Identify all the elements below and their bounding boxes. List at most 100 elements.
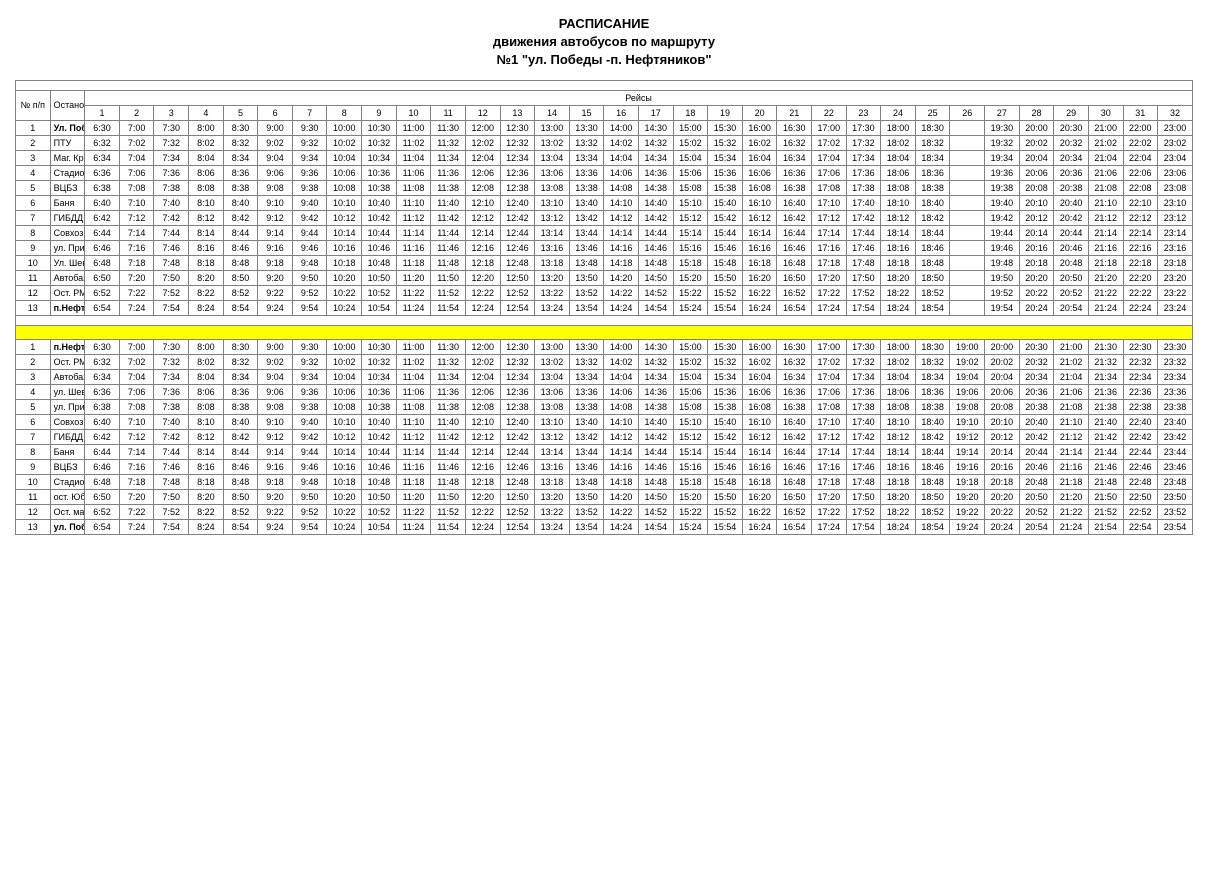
time-cell: 17:00	[812, 120, 847, 135]
time-cell: 6:52	[85, 504, 120, 519]
time-cell: 13:52	[569, 285, 604, 300]
time-cell: 8:20	[189, 489, 224, 504]
row-number: 8	[16, 225, 51, 240]
stop-name: Ост. РМЗ	[50, 285, 85, 300]
table-row: 13ул. Победы6:547:247:548:248:549:249:54…	[16, 519, 1193, 534]
time-cell: 14:32	[638, 354, 673, 369]
time-cell: 19:08	[950, 399, 985, 414]
time-cell: 14:42	[638, 429, 673, 444]
time-cell: 16:54	[777, 519, 812, 534]
time-cell: 18:32	[915, 135, 950, 150]
time-cell: 18:18	[881, 474, 916, 489]
trip-col-30: 30	[1088, 105, 1123, 120]
time-cell: 10:46	[362, 459, 397, 474]
time-cell: 21:48	[1088, 474, 1123, 489]
time-cell: 17:50	[846, 270, 881, 285]
time-cell: 20:18	[1019, 255, 1054, 270]
time-cell: 20:44	[1054, 225, 1089, 240]
time-cell: 9:40	[292, 414, 327, 429]
time-cell: 7:10	[119, 414, 154, 429]
trip-col-23: 23	[846, 105, 881, 120]
time-cell: 10:14	[327, 444, 362, 459]
time-cell: 12:38	[500, 399, 535, 414]
time-cell: 16:48	[777, 474, 812, 489]
trip-col-19: 19	[708, 105, 743, 120]
time-cell: 10:04	[327, 369, 362, 384]
time-cell: 7:14	[119, 444, 154, 459]
table-row: 1Ул. Победы6:307:007:308:008:309:009:301…	[16, 120, 1193, 135]
time-cell: 19:44	[985, 225, 1020, 240]
time-cell: 6:42	[85, 429, 120, 444]
time-cell: 22:24	[1123, 300, 1158, 315]
time-cell: 13:30	[569, 339, 604, 354]
time-cell: 14:30	[638, 120, 673, 135]
time-cell: 7:06	[119, 384, 154, 399]
time-cell: 16:52	[777, 504, 812, 519]
time-cell: 17:12	[812, 429, 847, 444]
time-cell: 15:24	[673, 519, 708, 534]
time-cell: 13:38	[569, 399, 604, 414]
time-cell	[950, 210, 985, 225]
time-cell: 20:06	[1019, 165, 1054, 180]
time-cell: 16:02	[742, 354, 777, 369]
time-cell: 13:14	[535, 444, 570, 459]
time-cell: 16:46	[777, 459, 812, 474]
time-cell: 8:02	[189, 354, 224, 369]
time-cell: 16:36	[777, 165, 812, 180]
time-cell: 22:06	[1123, 165, 1158, 180]
row-number: 1	[16, 339, 51, 354]
time-cell: 9:06	[258, 384, 293, 399]
time-cell: 11:08	[396, 399, 431, 414]
trip-col-4: 4	[189, 105, 224, 120]
time-cell: 12:04	[465, 369, 500, 384]
row-number: 11	[16, 489, 51, 504]
time-cell: 10:40	[362, 195, 397, 210]
time-cell: 14:04	[604, 369, 639, 384]
time-cell: 14:00	[604, 120, 639, 135]
time-cell: 14:20	[604, 270, 639, 285]
time-cell: 11:54	[431, 300, 466, 315]
time-cell: 16:38	[777, 180, 812, 195]
time-cell: 18:20	[881, 489, 916, 504]
time-cell: 16:14	[742, 444, 777, 459]
time-cell: 17:44	[846, 225, 881, 240]
time-cell: 9:38	[292, 399, 327, 414]
time-cell: 13:04	[535, 369, 570, 384]
time-cell: 12:36	[500, 165, 535, 180]
time-cell: 15:18	[673, 474, 708, 489]
trip-col-32: 32	[1158, 105, 1193, 120]
time-cell: 22:42	[1123, 429, 1158, 444]
time-cell: 15:06	[673, 165, 708, 180]
time-cell: 20:38	[1019, 399, 1054, 414]
time-cell: 21:20	[1054, 489, 1089, 504]
time-cell: 23:52	[1158, 504, 1193, 519]
time-cell: 14:24	[604, 519, 639, 534]
time-cell	[950, 285, 985, 300]
time-cell: 14:14	[604, 444, 639, 459]
time-cell: 17:52	[846, 285, 881, 300]
time-cell: 23:02	[1158, 135, 1193, 150]
time-cell: 14:16	[604, 240, 639, 255]
time-cell: 10:30	[362, 120, 397, 135]
time-cell: 17:36	[846, 384, 881, 399]
time-cell: 13:30	[569, 120, 604, 135]
time-cell: 17:08	[812, 399, 847, 414]
time-cell: 20:52	[1054, 285, 1089, 300]
time-cell: 14:10	[604, 414, 639, 429]
time-cell: 13:22	[535, 504, 570, 519]
time-cell: 9:18	[258, 474, 293, 489]
time-cell: 12:52	[500, 504, 535, 519]
time-cell: 9:44	[292, 444, 327, 459]
table-row: 8Баня6:447:147:448:148:449:149:4410:1410…	[16, 444, 1193, 459]
time-cell: 9:42	[292, 429, 327, 444]
time-cell: 12:04	[465, 150, 500, 165]
time-cell: 7:10	[119, 195, 154, 210]
time-cell: 9:10	[258, 195, 293, 210]
time-cell: 23:12	[1158, 210, 1193, 225]
time-cell: 17:30	[846, 339, 881, 354]
time-cell	[950, 225, 985, 240]
stop-name: Баня	[50, 195, 85, 210]
table-row: 9ВЦБЗ6:467:167:468:168:469:169:4610:1610…	[16, 459, 1193, 474]
yellow-separator-row	[16, 325, 1193, 339]
col-num: № п/п	[16, 90, 51, 120]
